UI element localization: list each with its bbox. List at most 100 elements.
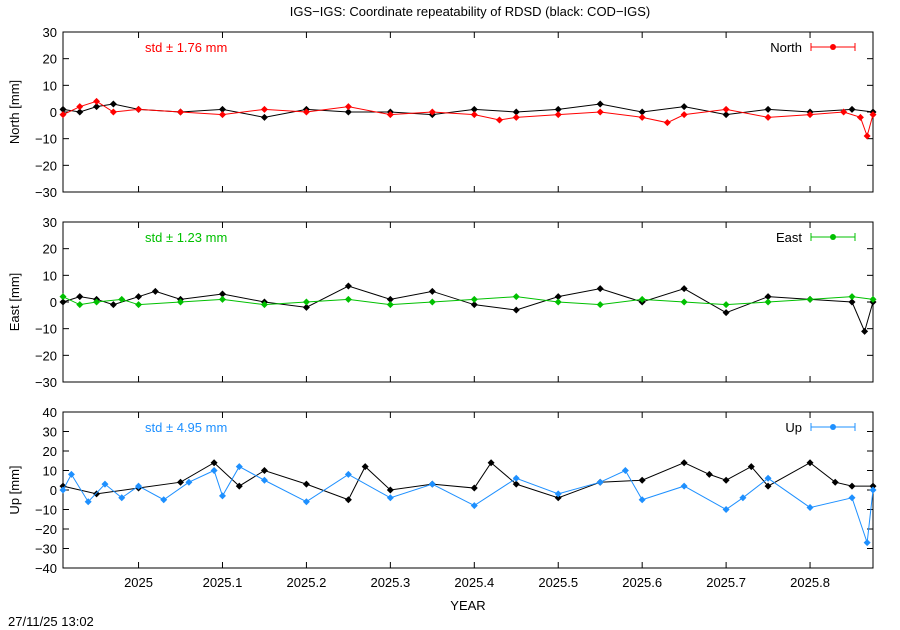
data-point: [848, 105, 856, 113]
data-point: [512, 113, 520, 121]
data-point: [596, 100, 604, 108]
panel-up: −40 −30 −20 −10 0 10 20 30 40 Up [mm] std ± 4.95 m…: [7, 405, 877, 576]
x-tick-label: 2025.3: [370, 575, 410, 590]
std-label: std ± 4.95 mm: [145, 420, 227, 435]
data-point: [428, 108, 436, 116]
data-point: [302, 480, 310, 488]
data-point: [638, 113, 646, 121]
y-tick-label: 40: [43, 405, 57, 420]
data-point: [235, 463, 243, 471]
data-point: [638, 476, 646, 484]
y-tick-label: 20: [43, 52, 57, 67]
data-point: [93, 103, 101, 111]
std-label: std ± 1.76 mm: [145, 40, 227, 55]
data-point: [386, 295, 394, 303]
data-point: [260, 467, 268, 474]
data-point: [487, 459, 495, 467]
data-point: [680, 111, 688, 119]
data-point: [680, 298, 688, 306]
x-tick-label: 2025: [124, 575, 153, 590]
data-point: [386, 301, 394, 309]
data-point: [596, 108, 604, 116]
y-axis-label: Up [mm]: [7, 465, 22, 514]
data-point: [386, 111, 394, 119]
data-point: [151, 287, 159, 295]
data-point: [59, 111, 67, 119]
data-point: [344, 470, 352, 478]
legend: Up: [785, 420, 856, 435]
data-point: [218, 290, 226, 298]
data-point: [76, 301, 84, 309]
y-tick-label: −10: [35, 322, 57, 337]
data-point: [861, 327, 869, 335]
legend-marker: [830, 424, 836, 430]
data-point: [554, 490, 562, 498]
data-point: [76, 108, 84, 116]
data-point: [638, 108, 646, 116]
data-point: [118, 494, 126, 502]
data-point: [135, 482, 143, 490]
data-point: [739, 494, 747, 502]
data-point: [109, 100, 117, 108]
data-point: [722, 506, 730, 513]
data-point: [806, 459, 814, 467]
data-point: [856, 113, 864, 121]
data-point: [260, 301, 268, 309]
y-tick-label: −30: [35, 375, 57, 390]
data-point: [863, 539, 871, 547]
data-point: [93, 97, 101, 105]
plot-frame: [62, 411, 874, 569]
y-axis-label: North [mm]: [7, 80, 22, 144]
data-point: [495, 116, 503, 124]
y-axis-label: East [mm]: [7, 273, 22, 332]
data-point: [554, 298, 562, 306]
data-point: [177, 108, 185, 116]
data-point: [848, 293, 856, 301]
data-point: [869, 111, 877, 119]
y-tick-label: 10: [43, 268, 57, 283]
data-point: [512, 108, 520, 116]
data-point: [705, 470, 713, 478]
x-axis-label: YEAR: [450, 598, 485, 613]
data-point: [218, 492, 226, 500]
x-tick-label: 2025.2: [287, 575, 327, 590]
y-tick-label: 0: [50, 295, 57, 310]
data-point: [302, 108, 310, 116]
data-point: [235, 482, 243, 490]
data-point: [638, 295, 646, 303]
data-point: [680, 482, 688, 490]
data-point: [470, 484, 478, 492]
x-tick-label: 2025.7: [706, 575, 746, 590]
data-point: [512, 474, 520, 482]
data-point: [428, 287, 436, 295]
chart-title: IGS−IGS: Coordinate repeatability of RDS…: [290, 4, 651, 19]
data-point: [218, 111, 226, 119]
data-point: [722, 111, 730, 119]
data-point: [135, 293, 143, 301]
data-point: [554, 293, 562, 301]
legend-label: North: [770, 40, 802, 55]
data-point: [135, 301, 143, 309]
std-label: std ± 1.23 mm: [145, 230, 227, 245]
data-point: [869, 482, 877, 490]
y-tick-label: −10: [35, 132, 57, 147]
y-tick-label: −20: [35, 348, 57, 363]
data-point: [118, 295, 126, 303]
data-point: [344, 108, 352, 116]
data-point: [344, 103, 352, 111]
data-point: [59, 486, 67, 494]
legend: East: [776, 230, 856, 245]
y-tick-label: 0: [50, 105, 57, 120]
data-point: [722, 105, 730, 113]
data-point: [59, 293, 67, 301]
legend: North: [770, 40, 856, 55]
data-point: [722, 309, 730, 317]
data-point: [93, 490, 101, 498]
timestamp: 27/11/25 13:02: [8, 614, 94, 629]
data-point: [386, 486, 394, 494]
series-line: [62, 100, 874, 138]
data-point: [848, 494, 856, 502]
data-point: [177, 478, 185, 486]
y-tick-label: 20: [43, 242, 57, 257]
data-point: [302, 298, 310, 306]
